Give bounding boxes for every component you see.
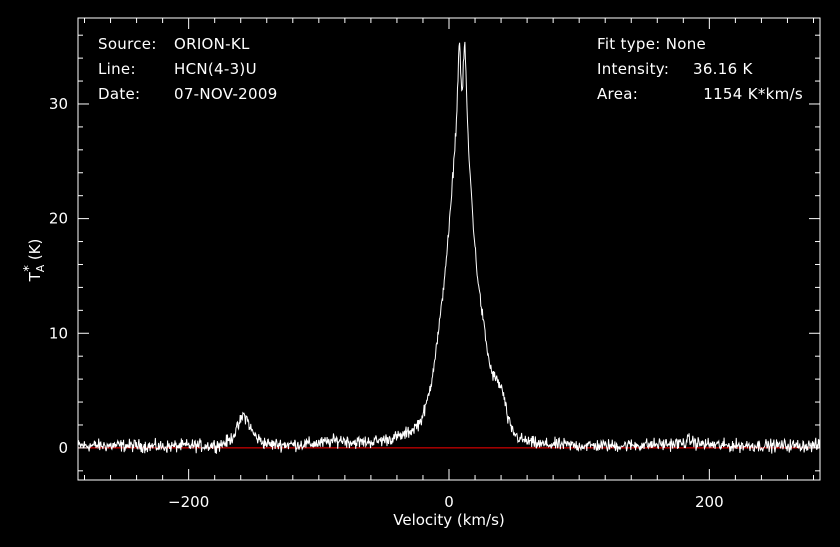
y-tick-label: 0 xyxy=(58,439,68,457)
date-value: 07-NOV-2009 xyxy=(174,85,278,103)
fit-type-value: None xyxy=(665,35,707,53)
ticks-group: −200 0 200 0 10 20 30 xyxy=(49,18,820,511)
line-label: Line: xyxy=(98,60,136,78)
y-axis-label-unit: (K) xyxy=(26,239,44,261)
x-axis-label: Velocity (km/s) xyxy=(393,511,504,529)
source-value: ORION-KL xyxy=(174,35,250,53)
date-label: Date: xyxy=(98,85,141,103)
x-tick-label: 0 xyxy=(444,493,454,511)
area-label: Area: xyxy=(597,85,639,103)
intensity-value: 36.16 K xyxy=(693,60,753,78)
y-tick-label: 10 xyxy=(49,324,68,342)
info-row-line: Line: HCN(4-3)U xyxy=(98,57,278,82)
info-panel-right: Fit type: None Intensity: 36.16 K Area: 11… xyxy=(597,32,803,107)
info-row-area: Area: 1154 K*km/s xyxy=(597,82,803,107)
y-tick-label: 20 xyxy=(49,210,68,228)
y-tick-label: 30 xyxy=(49,95,68,113)
info-panel-left: Source: ORION-KL Line: HCN(4-3)U Date: 07-N… xyxy=(98,32,278,107)
fit-type-label: Fit type: xyxy=(597,35,661,53)
line-value: HCN(4-3)U xyxy=(174,60,257,78)
y-axis-label: TA* (K) xyxy=(22,239,47,283)
y-axis-label-sub: A xyxy=(34,264,47,272)
plot-frame xyxy=(77,17,821,481)
y-axis-label-super: * xyxy=(22,265,37,272)
svg-text:TA*(K): TA* (K) xyxy=(22,239,47,283)
area-value: 1154 K*km/s xyxy=(703,85,803,103)
info-row-intensity: Intensity: 36.16 K xyxy=(597,57,803,82)
source-label: Source: xyxy=(98,35,157,53)
info-row-date: Date: 07-NOV-2009 xyxy=(98,82,278,107)
series-group xyxy=(77,41,821,454)
intensity-label: Intensity: xyxy=(597,60,670,78)
x-tick-label: 200 xyxy=(695,493,724,511)
spectrum-line xyxy=(77,41,821,454)
info-row-source: Source: ORION-KL xyxy=(98,32,278,57)
info-row-fit-type: Fit type: None xyxy=(597,32,803,57)
y-axis-label-main: T xyxy=(26,271,44,282)
x-tick-label: −200 xyxy=(168,493,209,511)
